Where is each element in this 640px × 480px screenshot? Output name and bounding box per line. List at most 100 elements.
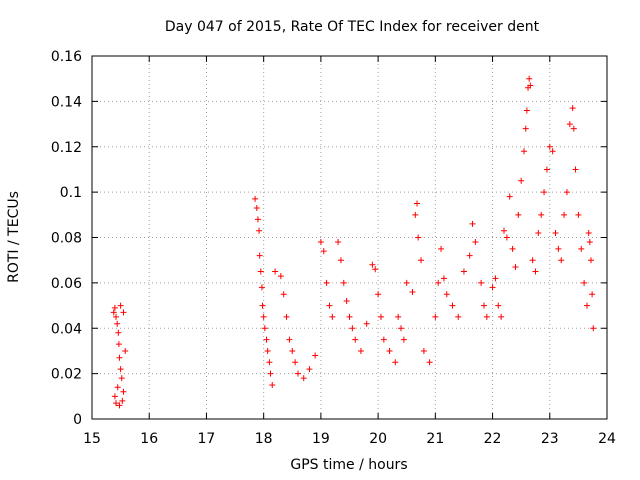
data-point	[352, 336, 359, 343]
data-point	[563, 189, 570, 196]
y-tick-label: 0.14	[51, 94, 82, 110]
data-point	[438, 245, 445, 252]
data-point	[253, 205, 260, 212]
data-point	[259, 302, 266, 309]
data-point	[523, 107, 530, 114]
data-point	[400, 336, 407, 343]
data-point	[283, 313, 290, 320]
y-axis-label: ROTI / TECUs	[6, 191, 22, 283]
data-point	[521, 148, 528, 155]
data-point	[111, 393, 118, 400]
data-point	[111, 304, 118, 311]
data-point	[117, 302, 124, 309]
data-point	[252, 195, 259, 202]
data-point	[257, 268, 264, 275]
data-point	[589, 291, 596, 298]
data-point	[289, 347, 296, 354]
data-point	[480, 302, 487, 309]
data-point	[590, 325, 597, 332]
data-point	[460, 268, 467, 275]
data-point	[261, 325, 268, 332]
data-point	[320, 248, 327, 255]
data-point	[569, 105, 576, 112]
data-point	[269, 381, 276, 388]
y-tick-labels: 0 0.02 0.04 0.06 0.08 0.1 0.12 0.14 0.16	[51, 49, 82, 428]
x-tick-labels: 15 16 17 18 19 20 21 22 23 24	[83, 431, 616, 447]
data-point	[522, 125, 529, 132]
data-point	[258, 284, 265, 291]
data-point	[264, 347, 271, 354]
data-point	[363, 320, 370, 327]
data-point	[403, 279, 410, 286]
data-point	[329, 313, 336, 320]
data-point	[549, 148, 556, 155]
data-point	[120, 388, 127, 395]
data-point	[529, 257, 536, 264]
data-point	[509, 245, 516, 252]
data-point	[535, 229, 542, 236]
data-point	[440, 275, 447, 282]
data-point	[115, 329, 122, 336]
data-point	[256, 252, 263, 259]
data-point	[340, 279, 347, 286]
data-point	[266, 359, 273, 366]
data-point	[572, 166, 579, 173]
data-point	[343, 298, 350, 305]
data-point	[501, 227, 507, 234]
data-point	[263, 336, 270, 343]
data-point	[114, 384, 121, 391]
data-point	[492, 275, 499, 282]
data-point	[377, 313, 384, 320]
x-tick-label: 19	[312, 431, 330, 447]
x-tick-label: 21	[426, 431, 444, 447]
x-tick-label: 24	[598, 431, 616, 447]
data-points	[110, 75, 597, 409]
data-point	[420, 347, 427, 354]
data-point	[466, 252, 473, 259]
data-point	[498, 313, 505, 320]
data-point	[113, 313, 120, 320]
data-point	[392, 359, 399, 366]
data-point	[375, 291, 382, 298]
data-point	[541, 189, 548, 196]
data-point	[277, 273, 284, 280]
data-point	[527, 82, 534, 89]
x-tick-label: 22	[484, 431, 502, 447]
data-point	[115, 341, 122, 348]
data-point	[398, 325, 404, 332]
data-point	[267, 370, 274, 377]
x-tick-label: 20	[369, 431, 387, 447]
y-tick-label: 0.12	[51, 140, 82, 156]
data-point	[395, 313, 402, 320]
x-tick-label: 16	[140, 431, 158, 447]
x-axis-label: GPS time / hours	[290, 457, 407, 473]
data-point	[435, 279, 442, 286]
data-point	[552, 229, 559, 236]
data-point	[515, 211, 522, 218]
data-point	[546, 143, 553, 150]
data-point	[558, 257, 565, 264]
data-point	[120, 309, 127, 316]
y-tick-label: 0.1	[60, 185, 82, 201]
x-tick-label: 17	[198, 431, 216, 447]
data-point	[414, 200, 421, 207]
data-point	[119, 397, 126, 404]
data-point	[538, 211, 545, 218]
data-point	[323, 279, 330, 286]
data-point	[443, 291, 450, 298]
data-point	[272, 268, 279, 275]
data-point	[386, 347, 393, 354]
data-point	[312, 352, 319, 359]
data-point	[506, 193, 513, 200]
data-point	[586, 239, 593, 246]
y-tick-label: 0.04	[51, 321, 82, 337]
data-point	[578, 245, 585, 252]
data-point	[495, 302, 502, 309]
data-point	[575, 211, 582, 218]
data-point	[357, 347, 364, 354]
data-point	[526, 75, 533, 82]
data-point	[369, 261, 376, 268]
data-point	[409, 288, 416, 295]
data-point	[472, 239, 479, 246]
